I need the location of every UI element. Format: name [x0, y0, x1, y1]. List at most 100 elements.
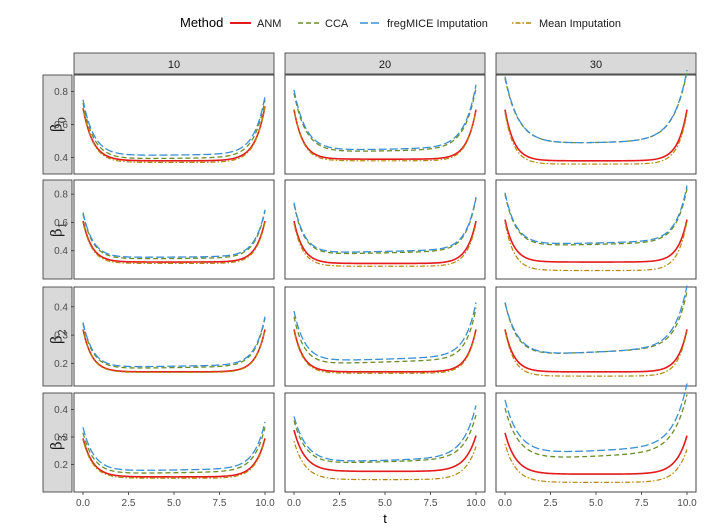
panel-row1-col-30	[495, 179, 697, 280]
series-line-cca	[82, 99, 266, 160]
y-tick-label-row1-2: 0.8	[54, 190, 68, 201]
series-line-fregmice-imputation	[293, 196, 477, 253]
legend-label-anm: ANM	[257, 18, 281, 30]
series-line-anm	[82, 106, 266, 162]
series-line-cca	[293, 308, 477, 364]
x-tick-label-col-30-2: 5.0	[589, 498, 603, 509]
panel-row1-col-20	[284, 179, 486, 280]
panel-row3-col-30	[495, 383, 697, 493]
series-line-mean-imputation	[82, 329, 266, 374]
legend-item-mean: Mean Imputation	[512, 18, 621, 30]
series-line-fregmice-imputation	[293, 405, 477, 462]
series-line-mean-imputation	[504, 443, 688, 483]
series-line-fregmice-imputation	[82, 96, 266, 156]
y-tick-label-row1-0: 0.4	[54, 246, 68, 257]
y-tick-label-row2-2: 0.4	[54, 302, 68, 313]
series-line-anm	[82, 438, 266, 478]
series-line-mean-imputation	[293, 440, 477, 481]
panel-row0-col-20	[284, 74, 486, 175]
legend-item-cca: CCA	[298, 18, 349, 30]
panel-row3-col-20	[284, 392, 486, 493]
x-tick-label-col-30-3: 7.5	[635, 498, 649, 509]
series-line-mean-imputation	[504, 330, 688, 377]
row-label-beta-3: β3	[48, 435, 69, 450]
x-tick-label-col-20-0: 0.0	[287, 498, 301, 509]
y-tick-label-row3-2: 0.4	[54, 405, 68, 416]
x-tick-label-col-20-1: 2.5	[333, 498, 347, 509]
row-label-beta-1: β1	[48, 222, 69, 237]
panel-row0-col-10	[73, 74, 275, 175]
panel-frame	[73, 392, 275, 493]
panel-row2-col-20	[284, 286, 486, 387]
x-tick-label-col-10-1: 2.5	[122, 498, 136, 509]
panel-row2-col-10	[73, 286, 275, 387]
strip-col-label-20: 20	[379, 59, 391, 71]
series-line-fregmice-imputation	[504, 185, 688, 245]
strip-row-0	[42, 74, 73, 175]
series-line-fregmice-imputation	[293, 302, 477, 361]
y-tick-label-row1-1: 0.6	[54, 218, 68, 229]
facet-grid: 10 20 30 β0 0.4 0.6 0.8 β1 0.4 0.6 0.8 β2 0.2 0.3 0.4 β…	[42, 52, 697, 509]
series-line-cca	[82, 317, 266, 369]
x-tick-label-col-30-1: 2.5	[544, 498, 558, 509]
x-tick-label-col-20-3: 7.5	[424, 498, 438, 509]
y-tick-label-row3-0: 0.2	[54, 460, 68, 471]
series-line-mean-imputation	[293, 330, 477, 374]
x-tick-label-col-30-4: 10.0	[677, 498, 697, 509]
series-line-mean-imputation	[504, 220, 688, 272]
legend-title: Method	[180, 15, 223, 30]
series-line-anm	[504, 432, 688, 475]
series-line-mean-imputation	[293, 223, 477, 267]
series-line-cca	[504, 394, 688, 458]
strip-row-1	[42, 179, 73, 280]
strip-row-2	[42, 286, 73, 387]
row-label-beta-0: β0	[48, 117, 69, 132]
legend-label-mean: Mean Imputation	[539, 18, 621, 30]
strip-col-label-30: 30	[590, 59, 602, 71]
series-line-anm	[293, 429, 477, 473]
series-line-mean-imputation	[82, 106, 266, 164]
series-line-cca	[504, 188, 688, 246]
series-line-fregmice-imputation	[504, 383, 688, 453]
y-tick-label-row0-0: 0.4	[54, 153, 68, 164]
panel-frame	[284, 392, 486, 493]
series-line-mean-imputation	[82, 439, 266, 479]
series-line-anm	[504, 219, 688, 263]
series-line-cca	[82, 427, 266, 474]
legend: Method ANM CCA fregMICE Imputation Mean …	[180, 15, 621, 30]
x-tick-label-col-10-3: 7.5	[213, 498, 227, 509]
x-axis-title: t	[383, 511, 387, 526]
strip-row-3	[42, 392, 73, 493]
x-tick-label-col-10-2: 5.0	[167, 498, 181, 509]
series-line-fregmice-imputation	[82, 209, 266, 258]
y-tick-label-row2-0: 0.2	[54, 359, 68, 370]
panel-row2-col-30	[495, 285, 697, 387]
x-tick-label-col-10-0: 0.0	[76, 498, 90, 509]
series-line-fregmice-imputation	[504, 285, 688, 354]
series-line-cca	[82, 210, 266, 260]
series-line-anm	[504, 109, 688, 162]
legend-item-anm: ANM	[230, 18, 281, 30]
x-tick-label-col-30-0: 0.0	[498, 498, 512, 509]
y-tick-label-row0-1: 0.6	[54, 120, 68, 131]
legend-item-fregmice: fregMICE Imputation	[360, 18, 488, 30]
series-line-mean-imputation	[504, 112, 688, 165]
x-tick-label-col-10-4: 10.0	[255, 498, 275, 509]
row-label-beta-2: β2	[48, 329, 69, 344]
panel-row1-col-10	[73, 179, 275, 280]
panel-row3-col-10	[73, 392, 275, 493]
panel-frame	[284, 179, 486, 280]
legend-label-fregmice: fregMICE Imputation	[387, 18, 488, 30]
strip-col-20	[284, 52, 486, 75]
panel-frame	[495, 179, 697, 280]
series-line-anm	[82, 220, 266, 263]
series-line-anm	[504, 329, 688, 373]
legend-label-cca: CCA	[325, 18, 349, 30]
panel-frame	[73, 179, 275, 280]
panel-row0-col-30	[495, 69, 697, 175]
strip-col-label-10: 10	[168, 59, 180, 71]
series-line-anm	[293, 109, 477, 160]
series-line-cca	[504, 291, 688, 354]
series-line-fregmice-imputation	[82, 421, 266, 471]
